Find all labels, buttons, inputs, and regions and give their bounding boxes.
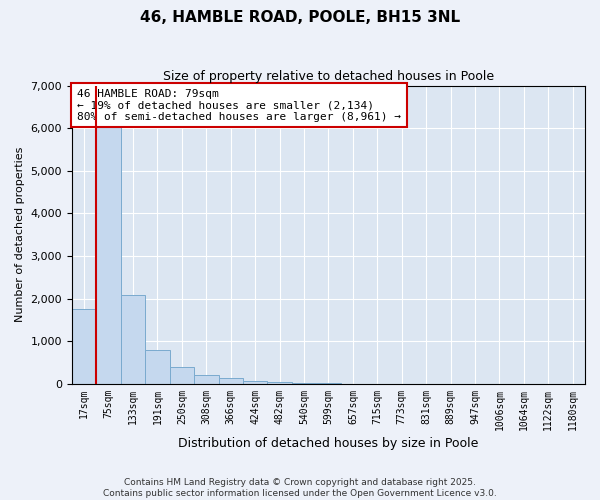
Text: 46, HAMBLE ROAD, POOLE, BH15 3NL: 46, HAMBLE ROAD, POOLE, BH15 3NL: [140, 10, 460, 25]
Bar: [194, 374, 218, 384]
Bar: [72, 310, 97, 384]
Bar: [121, 294, 145, 384]
Text: Contains HM Land Registry data © Crown copyright and database right 2025.
Contai: Contains HM Land Registry data © Crown c…: [103, 478, 497, 498]
Bar: [145, 350, 170, 384]
Text: 46 HAMBLE ROAD: 79sqm
← 19% of detached houses are smaller (2,134)
80% of semi-d: 46 HAMBLE ROAD: 79sqm ← 19% of detached …: [77, 88, 401, 122]
Bar: [243, 381, 268, 384]
Title: Size of property relative to detached houses in Poole: Size of property relative to detached ho…: [163, 70, 494, 83]
Bar: [97, 120, 121, 384]
Y-axis label: Number of detached properties: Number of detached properties: [15, 147, 25, 322]
Bar: [218, 378, 243, 384]
Bar: [170, 367, 194, 384]
Bar: [292, 383, 316, 384]
X-axis label: Distribution of detached houses by size in Poole: Distribution of detached houses by size …: [178, 437, 479, 450]
Bar: [268, 382, 292, 384]
